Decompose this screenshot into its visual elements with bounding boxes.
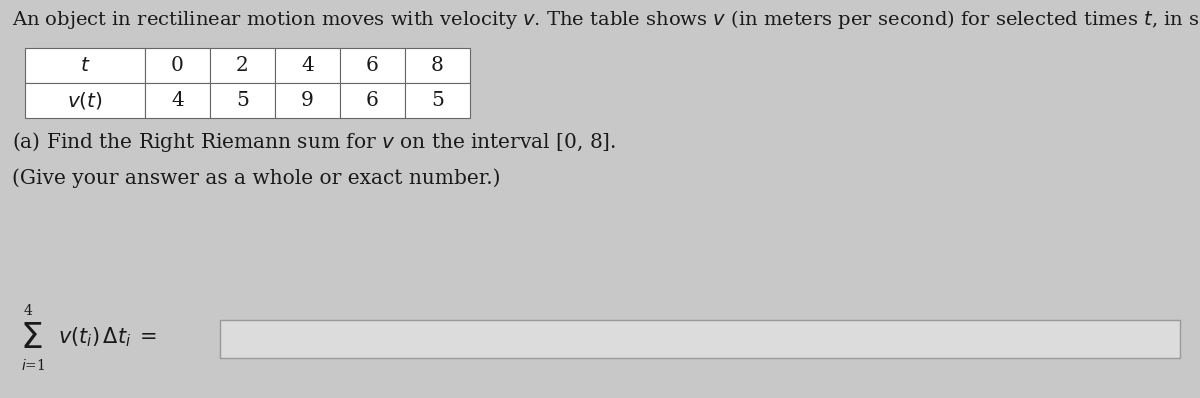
Text: 4: 4 <box>172 91 184 110</box>
Bar <box>25 83 145 118</box>
Text: 5: 5 <box>236 91 248 110</box>
Text: 5: 5 <box>431 91 444 110</box>
Text: 0: 0 <box>172 56 184 75</box>
Bar <box>25 48 145 83</box>
Text: 9: 9 <box>301 91 314 110</box>
Text: (a) Find the Right Riemann sum for $v$ on the interval [0, 8].: (a) Find the Right Riemann sum for $v$ o… <box>12 130 617 154</box>
Text: $i$=1: $i$=1 <box>22 358 46 373</box>
Bar <box>340 48 406 83</box>
Bar <box>275 83 340 118</box>
Text: $v(t)$: $v(t)$ <box>67 90 103 111</box>
Text: $v(t_i)\,\Delta t_i\;=$: $v(t_i)\,\Delta t_i\;=$ <box>58 325 157 349</box>
Text: 4: 4 <box>301 56 314 75</box>
Text: 6: 6 <box>366 91 379 110</box>
Text: 4: 4 <box>24 304 32 318</box>
Text: (Give your answer as a whole or exact number.): (Give your answer as a whole or exact nu… <box>12 168 500 187</box>
Text: 8: 8 <box>431 56 444 75</box>
Text: $\Sigma$: $\Sigma$ <box>20 321 42 355</box>
Bar <box>340 83 406 118</box>
Bar <box>275 48 340 83</box>
Bar <box>406 48 470 83</box>
Bar <box>210 48 275 83</box>
Bar <box>210 83 275 118</box>
Text: $t$: $t$ <box>79 56 90 75</box>
Bar <box>220 320 1180 358</box>
Bar <box>406 83 470 118</box>
Text: An object in rectilinear motion moves with velocity $v$. The table shows $v$ (in: An object in rectilinear motion moves wi… <box>12 8 1200 31</box>
Text: 6: 6 <box>366 56 379 75</box>
Bar <box>145 83 210 118</box>
Bar <box>145 48 210 83</box>
Text: 2: 2 <box>236 56 248 75</box>
